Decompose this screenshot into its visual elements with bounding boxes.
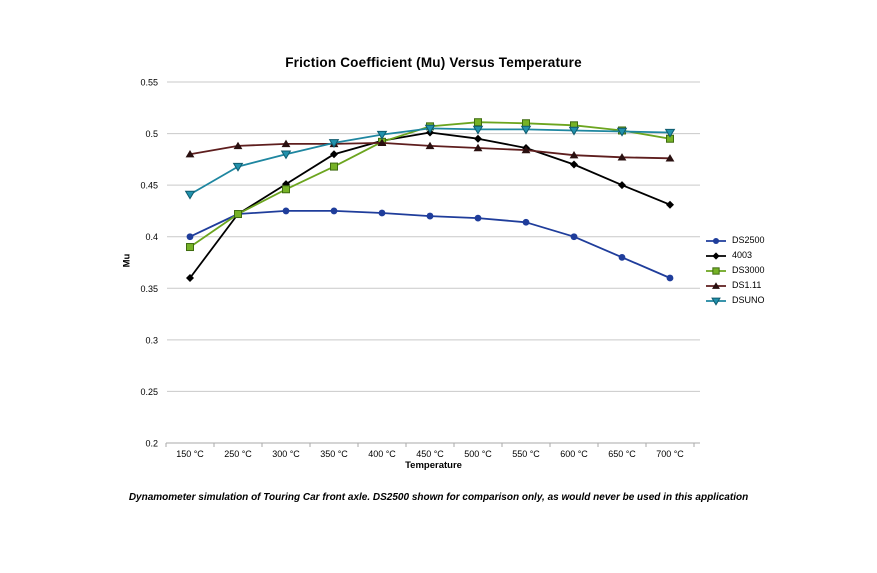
y-tick-label: 0.3 [145,335,158,345]
DS1.11-marker [521,145,531,154]
DSUNO-marker [711,297,721,306]
4003-marker [570,160,578,169]
DS1.11-marker [233,141,243,150]
DS3000-marker [186,243,194,252]
DSUNO-marker [184,190,196,200]
DS3000-marker [330,162,338,171]
DS3000-marker [522,119,530,128]
x-tick-label: 550 °C [512,449,540,459]
DS2500-marker [186,233,194,241]
DS3000-marker [234,210,242,219]
legend-marker-DSUNO [706,297,726,306]
y-tick-label: 0.45 [140,181,158,191]
DSUNO-marker [424,124,436,134]
DS2500-marker [522,218,530,226]
DS3000-marker [282,185,290,194]
DS1.11-marker [425,141,435,150]
DS3000-marker [474,118,482,127]
x-tick-label: 500 °C [464,449,492,459]
legend-label: DS2500 [732,235,765,245]
y-axis-title: Mu [121,253,133,268]
DS2500-marker [378,209,386,217]
y-tick-label: 0.25 [140,387,158,397]
DSUNO-marker [328,139,340,149]
DSUNO-marker [568,126,580,136]
DSUNO-marker [616,127,628,137]
legend-label: 4003 [732,250,753,260]
DSUNO-marker [472,125,484,135]
legend-marker-DS2500 [706,237,726,244]
legend-marker-DS1.11 [706,281,726,289]
DSUNO-marker [520,125,532,135]
y-tick-label: 0.5 [145,129,158,139]
x-tick-label: 350 °C [320,449,348,459]
x-tick-label: 600 °C [560,449,588,459]
y-tick-label: 0.55 [140,78,158,88]
DSUNO-marker [232,162,244,172]
4003-marker [186,273,194,282]
DS2500-marker [666,274,674,282]
x-tick-label: 400 °C [368,449,396,459]
chart-caption: Dynamometer simulation of Touring Car fr… [128,492,749,503]
chart-legend: DS2500 4003 DS3000 DS1.11 DSUNO [705,233,765,308]
series-line-DS2500 [189,209,671,279]
chart-title: Friction Coefficient (Mu) Versus Tempera… [285,55,582,70]
DS1.11-marker [185,150,195,158]
DS2500-marker [474,214,482,222]
DSUNO-marker [376,130,388,140]
DS1.11-marker [569,151,579,159]
DS2500-marker [282,207,290,215]
DS2500-marker [426,212,434,220]
DS1.11-marker [712,281,720,289]
DS1.11-marker [281,139,291,148]
x-tick-label: 700 °C [656,449,684,459]
series-line-DS3000 [189,121,671,248]
4003-marker [666,200,674,209]
DS1.11-marker [617,153,627,161]
legend-item-DS1.11: DS1.11 [705,278,765,293]
DS2500-marker [570,233,578,241]
x-tick-label: 150 °C [176,449,204,459]
DS2500-marker [618,253,626,261]
DSUNO-marker [280,150,292,160]
y-tick-label: 0.2 [145,439,158,449]
4003-marker [712,251,720,260]
legend-item-DSUNO: DSUNO [705,293,765,308]
x-tick-label: 450 °C [416,449,444,459]
DS2500-marker [712,237,720,244]
DS3000-marker [712,266,720,275]
x-tick-label: 250 °C [224,449,252,459]
series-line-4003 [189,131,671,279]
x-tick-label: 300 °C [272,449,300,459]
y-tick-label: 0.35 [140,284,158,294]
4003-marker [618,181,626,190]
DS1.11-marker [377,138,387,147]
DSUNO-marker [664,128,676,138]
legend-label: DS3000 [732,265,765,275]
4003-marker [474,134,482,143]
DS2500-marker [330,207,338,215]
DS1.11-marker [665,154,675,162]
4003-marker [330,150,338,159]
legend-marker-4003 [706,251,726,260]
x-tick-label: 650 °C [608,449,636,459]
legend-item-4003: 4003 [705,248,765,263]
legend-label: DSUNO [732,295,765,305]
legend-item-DS2500: DS2500 [705,233,765,248]
x-axis-title: Temperature [405,460,462,471]
legend-marker-DS3000 [706,266,726,275]
legend-label: DS1.11 [732,280,762,290]
y-tick-label: 0.4 [145,232,158,242]
series-line-DSUNO [189,127,671,196]
legend-item-DS3000: DS3000 [705,263,765,278]
DS1.11-marker [473,143,483,152]
